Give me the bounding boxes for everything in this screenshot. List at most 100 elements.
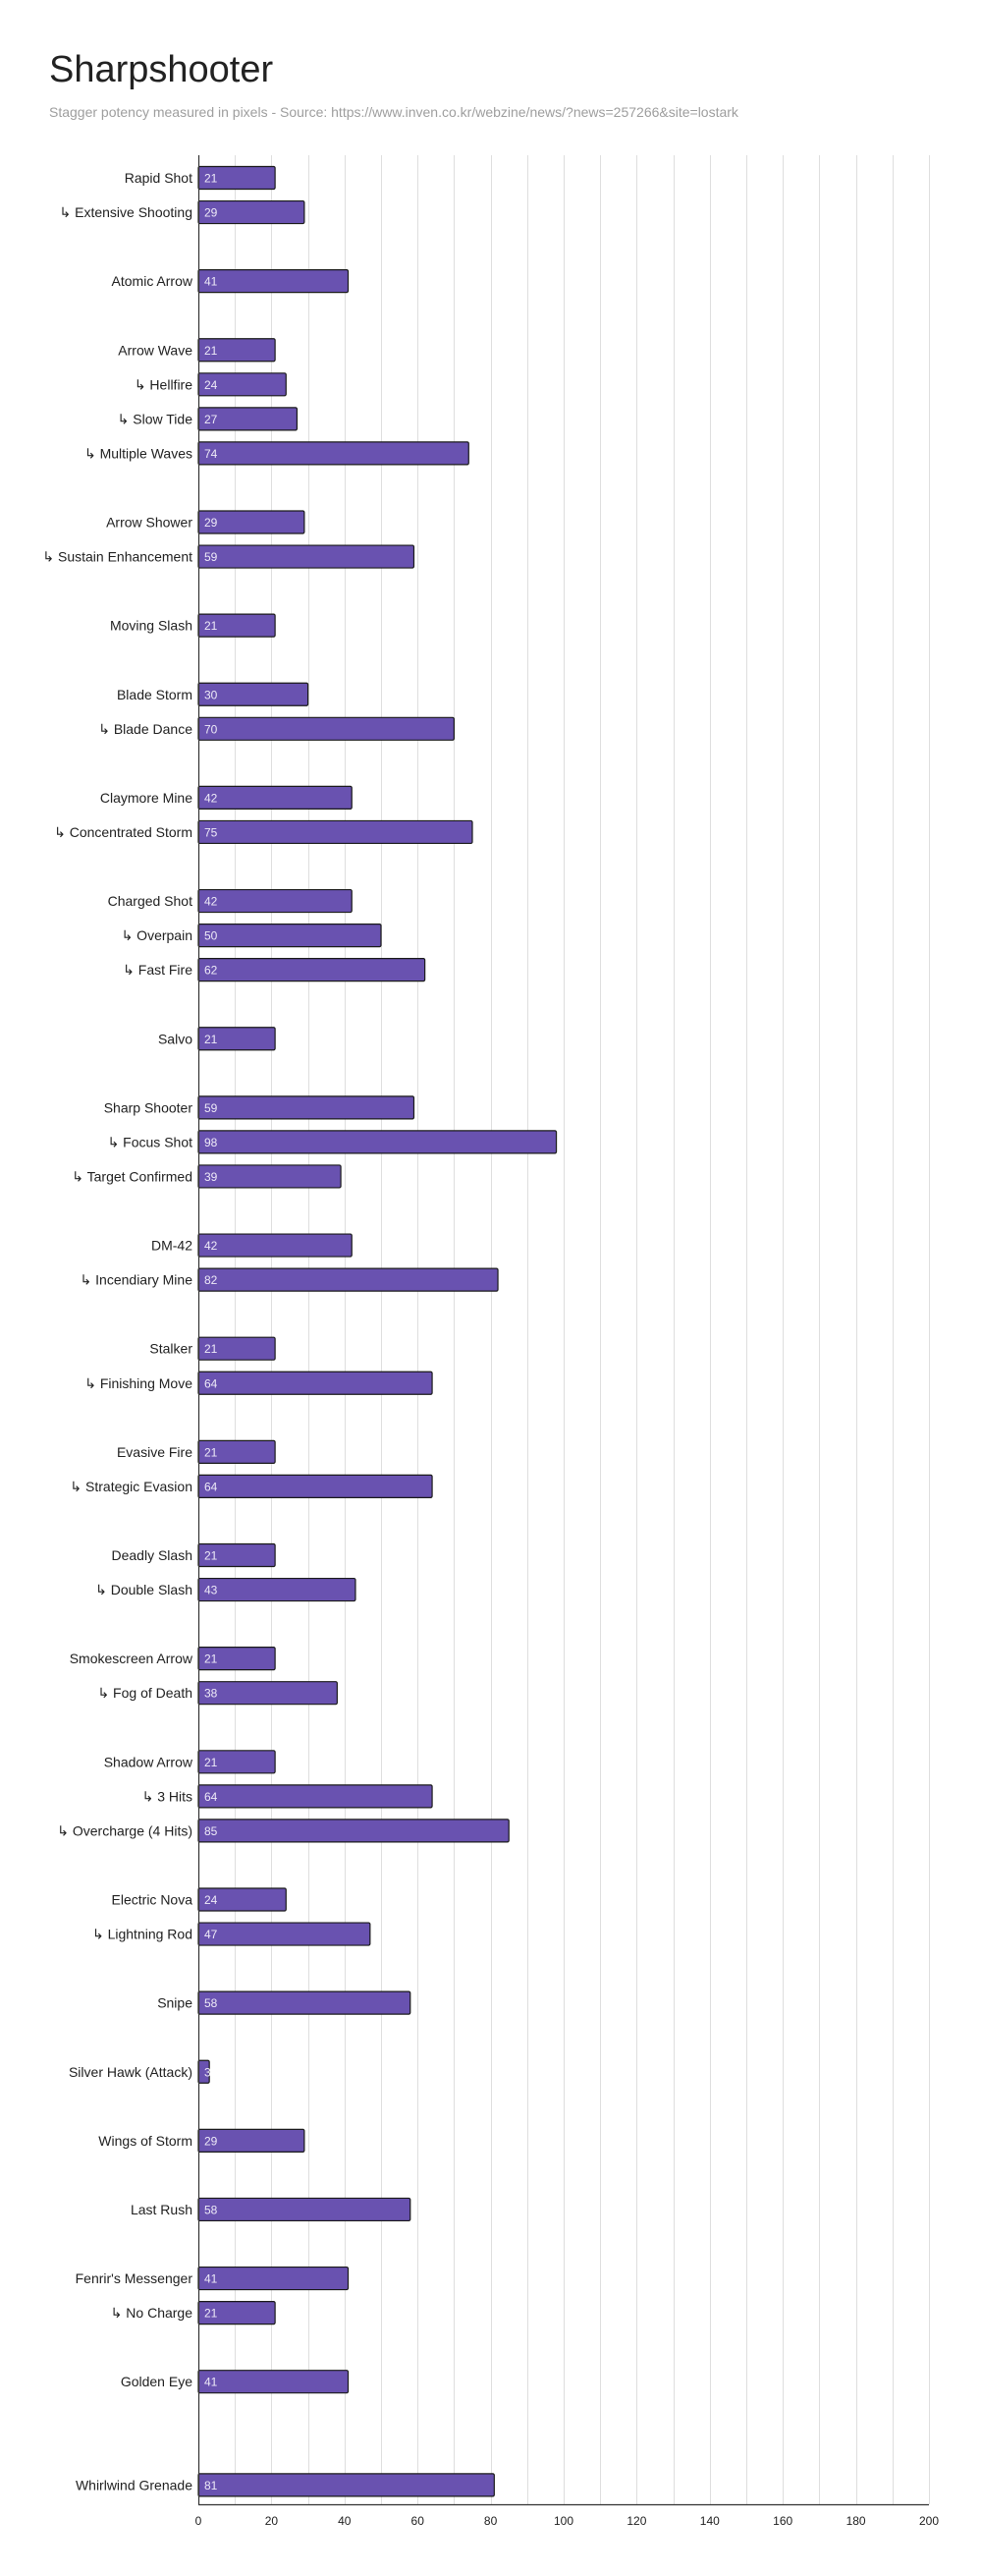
category-label: Snipe [157,1995,192,2011]
bar [197,2473,495,2497]
bar-value-label: 58 [204,1996,218,2010]
x-tick-label: 120 [627,2514,646,2528]
bar-value-label: 29 [204,2134,218,2148]
x-tick-label: 200 [919,2514,939,2528]
bar-value-label: 74 [204,447,218,461]
bar-value-label: 42 [204,791,218,805]
bar-value-label: 41 [204,2376,218,2389]
bar-value-label: 27 [204,413,218,426]
bar-value-label: 24 [204,1893,218,1907]
category-label: Fenrir's Messenger [76,2270,193,2286]
category-label: ↳ Fast Fire [123,962,192,978]
bar-value-label: 47 [204,1928,218,1941]
category-label: Stalker [149,1341,192,1357]
bar-value-label: 75 [204,825,218,839]
category-label: ↳ Finishing Move [84,1375,192,1391]
x-tick-label: 60 [411,2514,425,2528]
bar-value-label: 64 [204,1790,218,1804]
bar [197,1681,338,1706]
category-label: Charged Shot [108,893,193,909]
bar [197,1233,353,1258]
category-label: ↳ 3 Hits [142,1788,192,1804]
bar-value-label: 59 [204,1101,218,1115]
x-tick-label: 80 [484,2514,498,2528]
category-label: ↳ Sustain Enhancement [42,549,192,565]
bar-value-label: 30 [204,688,218,701]
bar-value-label: 21 [204,1652,218,1666]
bar-value-label: 41 [204,275,218,289]
category-label: Moving Slash [110,618,192,634]
category-label: Golden Eye [121,2374,192,2389]
category-label: ↳ Strategic Evasion [70,1479,192,1494]
bar-value-label: 41 [204,2272,218,2286]
bar-value-label: 58 [204,2203,218,2216]
x-tick-label: 20 [265,2514,279,2528]
bar [197,544,415,569]
bar-value-label: 21 [204,1033,218,1046]
bar-value-label: 70 [204,722,218,736]
x-tick-label: 100 [554,2514,573,2528]
category-label: ↳ Incendiary Mine [81,1272,193,1288]
bar-value-label: 98 [204,1136,218,1149]
bar-value-label: 38 [204,1687,218,1701]
category-label: ↳ Slow Tide [118,411,193,426]
bar [197,1371,433,1395]
bar-value-label: 85 [204,1824,218,1838]
category-label: Arrow Shower [106,515,192,531]
bar-value-label: 64 [204,1480,218,1493]
category-label: Smokescreen Arrow [70,1651,193,1666]
bar [197,1267,499,1292]
bar-value-label: 81 [204,2479,218,2492]
axes: 0 20 40 60 80 100 120 140 160 180 200 [195,155,939,2528]
bar-value-label: 39 [204,1170,218,1184]
category-label: ↳ Target Confirmed [72,1168,192,1184]
bars: 21 Rapid Shot 29 ↳ Extensive Shooting 41 Atom… [42,165,558,2497]
bar-value-label: 29 [204,516,218,530]
bar [197,1819,510,1843]
bar-value-label: 21 [204,1756,218,1769]
bar-value-label: 29 [204,206,218,220]
x-tick-label: 180 [846,2514,866,2528]
bar [197,1577,356,1602]
bar [197,1990,411,2015]
category-label: Sharp Shooter [104,1099,193,1115]
bar [197,1164,342,1189]
category-label: ↳ Lightning Rod [92,1927,192,1942]
category-label: Blade Storm [117,687,192,702]
bar [197,716,455,741]
category-label: ↳ Concentrated Storm [54,824,192,840]
bar [197,1922,371,1946]
bar-value-label: 50 [204,929,218,943]
bar [197,1130,558,1154]
category-label: Deadly Slash [112,1547,193,1563]
category-label: ↳ Overcharge (4 Hits) [57,1822,192,1838]
category-label: Evasive Fire [117,1444,192,1460]
category-label: ↳ Hellfire [135,376,192,392]
bar [197,2370,350,2394]
bar [197,958,426,982]
category-label: ↳ Overpain [122,927,192,943]
category-label: Salvo [158,1031,192,1046]
category-label: Shadow Arrow [104,1754,193,1769]
x-tick-label: 160 [773,2514,792,2528]
category-label: Wings of Storm [98,2133,192,2149]
category-label: ↳ Double Slash [95,1582,192,1597]
x-tick-label: 0 [195,2514,202,2528]
bar-value-label: 64 [204,1376,218,1390]
bar [197,441,469,466]
bar-value-label: 43 [204,1584,218,1597]
bar-value-label: 21 [204,344,218,358]
bar [197,923,382,948]
bar-value-label: 21 [204,1342,218,1356]
category-label: DM-42 [151,1238,192,1254]
gridlines [235,155,930,2504]
bar-value-label: 3 [204,2065,211,2079]
bar-value-label: 62 [204,964,218,978]
bar [197,1095,415,1120]
bar [197,819,473,845]
bar-value-label: 21 [204,1445,218,1459]
category-label: Atomic Arrow [112,273,193,289]
bar [197,269,350,294]
